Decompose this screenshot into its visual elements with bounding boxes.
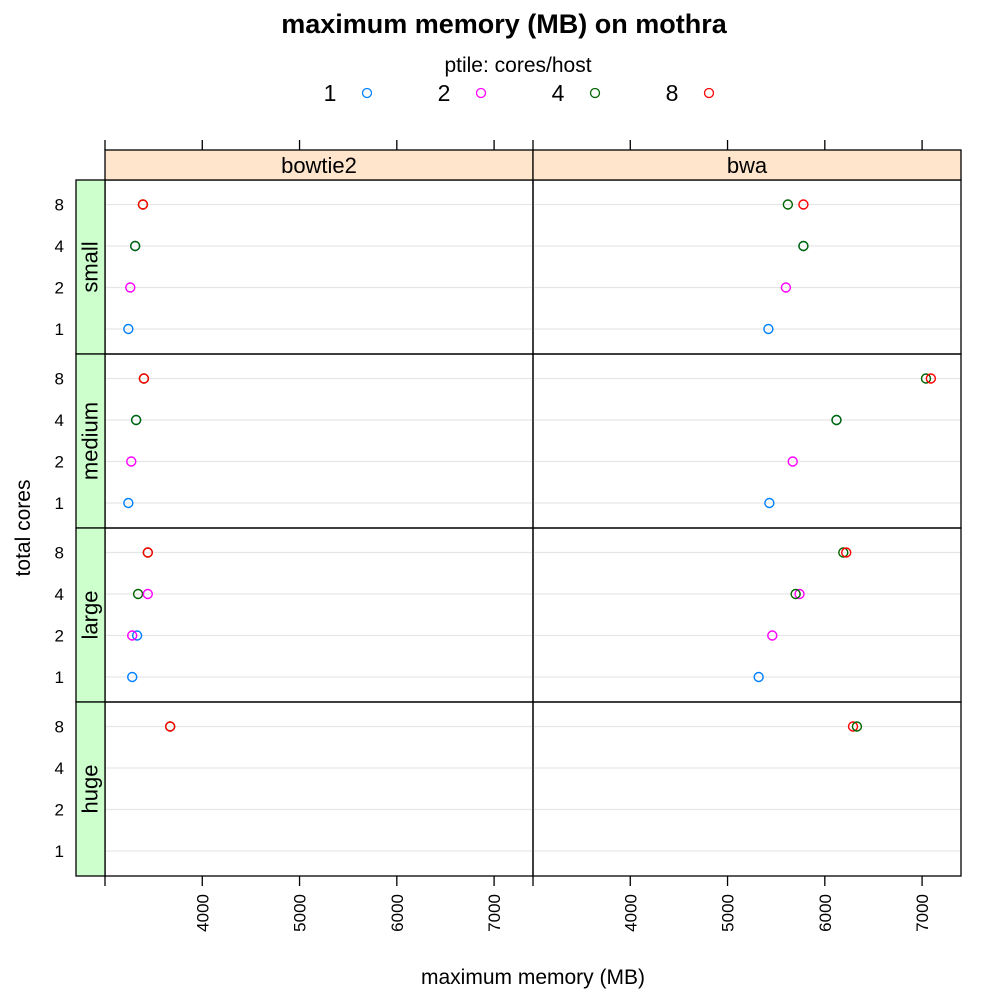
y-tick-label: 4 <box>55 237 64 256</box>
legend-label-8: 8 <box>666 80 679 106</box>
plot-panels <box>104 179 962 877</box>
data-point-bwa-medium-cores4-ptile4 <box>831 414 842 426</box>
column-strip-bwa <box>532 149 962 181</box>
y-tick-label: 2 <box>55 627 64 646</box>
legend-symbol-1 <box>361 87 373 99</box>
y-tick-label: 4 <box>55 759 64 778</box>
column-strip-bowtie2 <box>104 149 534 181</box>
y-tick-label: 4 <box>55 585 64 604</box>
panel-bowtie2-large <box>104 527 534 703</box>
data-point-bwa-large-cores4-ptile4 <box>790 588 801 600</box>
panel-bwa-large <box>532 527 962 703</box>
strips: bowtie2 bwa small medium large huge <box>75 149 962 877</box>
data-point-bowtie2-large-cores2-ptile2 <box>127 630 138 641</box>
data-point-bowtie2-large-cores8-ptile8 <box>142 547 154 558</box>
legend-label-1: 1 <box>324 80 337 106</box>
y-tick-label: 8 <box>55 370 64 389</box>
row-strip-label-medium: medium <box>78 402 103 480</box>
x-tick-label: 4000 <box>621 894 640 932</box>
data-point-bwa-small-cores8-ptile4 <box>782 199 794 210</box>
y-tick-label: 1 <box>55 668 64 687</box>
data-point-bwa-large-cores1-ptile1 <box>753 671 764 683</box>
legend: 1 2 4 8 <box>324 80 715 106</box>
data-point-bowtie2-small-cores2-ptile2 <box>125 282 136 293</box>
y-tick-label: 1 <box>55 842 64 861</box>
y-tick-label: 1 <box>55 494 64 513</box>
y-tick-label: 8 <box>55 196 64 215</box>
panel-bowtie2-huge <box>104 701 534 877</box>
column-strip-label-bwa: bwa <box>727 153 768 178</box>
row-strip-label-large: large <box>78 591 103 640</box>
data-point-bowtie2-small-cores1-ptile1 <box>123 323 134 335</box>
data-point-bwa-huge-cores8-ptile4 <box>851 721 863 732</box>
data-point-bwa-large-cores8-ptile4 <box>838 547 849 558</box>
data-point-bowtie2-large-cores4-ptile2 <box>142 588 154 600</box>
data-point-bwa-medium-cores1-ptile1 <box>764 497 775 509</box>
data-point-bowtie2-small-cores4-ptile4 <box>129 240 141 252</box>
y-axis-label: total cores <box>12 480 35 577</box>
panel-bowtie2-small <box>104 179 534 355</box>
column-strip-label-bowtie2: bowtie2 <box>281 153 357 178</box>
data-point-bwa-medium-cores8-ptile8 <box>925 373 937 384</box>
panel-bwa-small <box>532 179 962 355</box>
row-strip-medium <box>75 353 106 529</box>
data-point-bowtie2-large-cores2-ptile1 <box>131 630 143 641</box>
data-point-bowtie2-medium-cores1-ptile1 <box>123 497 134 509</box>
y-tick-label: 2 <box>55 453 64 472</box>
legend-symbol-2 <box>475 87 487 99</box>
y-tick-label: 8 <box>55 718 64 737</box>
data-point-bwa-large-cores8-ptile8 <box>841 547 852 558</box>
panel-bwa-medium <box>532 353 962 529</box>
x-tick-label: 6000 <box>816 894 835 932</box>
x-tick-label: 5000 <box>291 894 310 932</box>
row-strip-huge <box>75 701 106 877</box>
data-point-bwa-huge-cores8-ptile8 <box>847 721 859 732</box>
x-tick-label: 4000 <box>193 894 212 932</box>
legend-title: ptile: cores/host <box>444 54 591 77</box>
data-point-bwa-small-cores2-ptile2 <box>780 282 792 293</box>
data-point-bowtie2-medium-cores4-ptile4 <box>130 414 142 426</box>
data-point-bowtie2-huge-cores8-ptile8 <box>164 721 176 732</box>
legend-label-2: 2 <box>438 80 451 106</box>
data-point-bowtie2-small-cores8-ptile8 <box>137 199 149 210</box>
y-tick-label: 2 <box>55 801 64 820</box>
legend-label-4: 4 <box>552 80 565 106</box>
y-tick-label: 8 <box>55 544 64 563</box>
y-tick-label: 1 <box>55 320 64 339</box>
data-point-bowtie2-large-cores4-ptile4 <box>132 588 144 600</box>
panel-bwa-huge <box>532 701 962 877</box>
y-tick-label: 2 <box>55 279 64 298</box>
panel-bowtie2-medium <box>104 353 534 529</box>
legend-symbol-8 <box>703 87 715 99</box>
chart-title: maximum memory (MB) on mothra <box>281 9 728 39</box>
data-points <box>123 199 937 732</box>
data-point-bwa-medium-cores8-ptile4 <box>920 373 932 384</box>
data-point-bwa-small-cores1-ptile1 <box>763 323 774 335</box>
data-point-bwa-small-cores4-ptile4 <box>798 240 809 252</box>
x-tick-label: 5000 <box>719 894 738 932</box>
data-point-bowtie2-large-cores1-ptile1 <box>127 671 138 683</box>
x-tick-label: 6000 <box>388 894 407 932</box>
data-point-bwa-small-cores8-ptile8 <box>798 199 809 210</box>
data-point-bwa-large-cores4-ptile2 <box>794 588 805 600</box>
y-tick-label: 4 <box>55 411 64 430</box>
data-point-bwa-medium-cores2-ptile2 <box>787 456 798 467</box>
legend-symbol-4 <box>589 87 601 99</box>
row-strip-label-huge: huge <box>78 765 103 814</box>
x-tick-label: 7000 <box>913 894 932 932</box>
data-point-bwa-large-cores2-ptile2 <box>767 630 778 641</box>
row-strip-label-small: small <box>78 241 103 292</box>
data-point-bowtie2-medium-cores2-ptile2 <box>126 456 137 467</box>
x-axis-label: maximum memory (MB) <box>421 966 645 989</box>
data-point-bowtie2-medium-cores8-ptile8 <box>138 373 150 384</box>
x-tick-label: 7000 <box>485 894 504 932</box>
